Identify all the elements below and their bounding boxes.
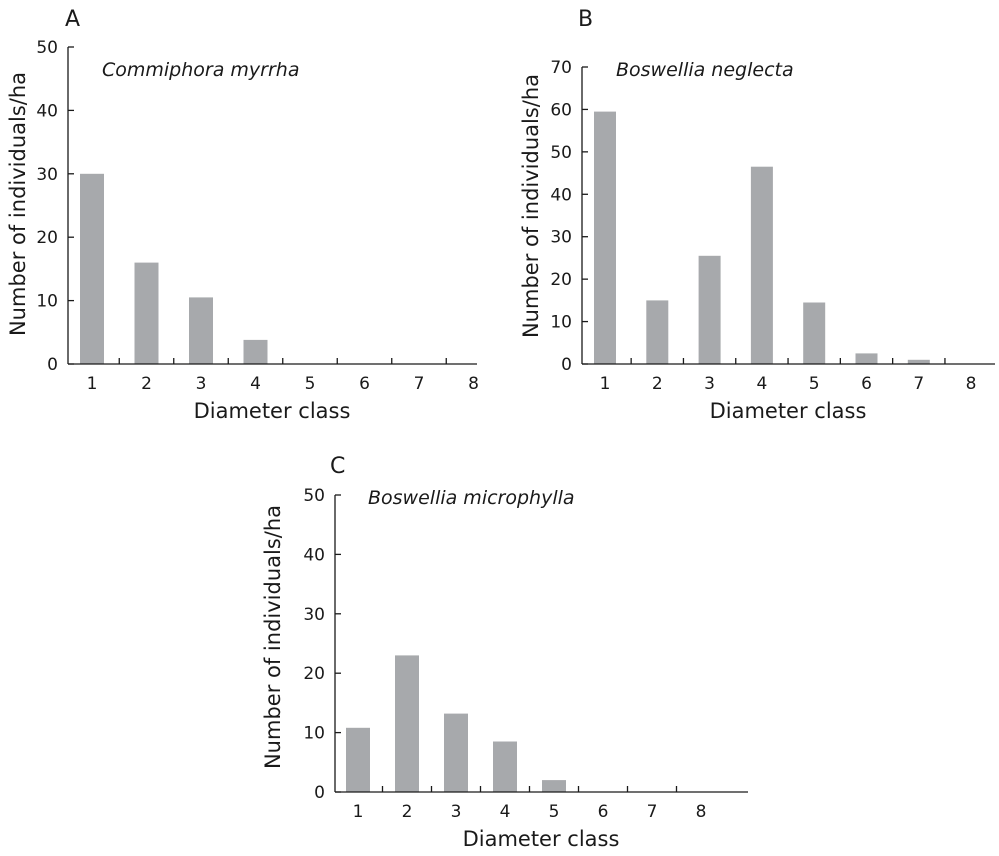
panel-b: B Boswellia neglecta Number of individua… [519,7,995,423]
panel-a-bar-3 [189,297,213,364]
panel-c-x-tick-label-1: 1 [353,802,364,822]
panel-c-bar-5 [542,780,566,792]
panel-a-letter: A [65,7,80,32]
panel-c-bar-2 [395,655,419,792]
panel-a-bar-1 [80,173,104,364]
panel-b-x-tick-label-5: 5 [809,374,820,394]
panel-a-bar-2 [134,262,159,364]
panel-b-letter: B [578,7,593,32]
panel-c-bar-3 [444,713,468,792]
panel-a-y-tick-label-10: 10 [36,292,58,312]
panel-b-y-tick-label-0: 0 [561,355,572,375]
panel-b-y-tick-label-70: 70 [550,58,572,78]
panel-b-bar-4 [750,166,773,364]
panel-b-y-axis-title: Number of individuals/ha [519,74,543,338]
panel-a-species-title: Commiphora myrrha [102,59,299,81]
panel-c-bar-1 [346,727,370,792]
panel-c-x-tick-label-8: 8 [696,802,707,822]
panel-c-x-tick-label-7: 7 [647,802,658,822]
panel-a-y-tick-label-50: 50 [36,38,58,58]
panel-b-x-tick-label-8: 8 [966,374,977,394]
panel-a-x-axis-title: Diameter class [194,399,351,423]
panel-b-bar-3 [698,255,721,364]
panel-a-y-tick-label-0: 0 [47,355,58,375]
panel-c-x-tick-label-6: 6 [598,802,609,822]
panel-c-y-tick-label-50: 50 [303,486,325,506]
panel-a-x-tick-label-8: 8 [468,374,479,394]
panel-c-y-tick-label-40: 40 [303,545,325,565]
panel-c-x-tick-label-3: 3 [451,802,462,822]
panel-a-y-tick-label-30: 30 [36,165,58,185]
panel-c: C Boswellia microphylla Number of indivi… [261,454,748,851]
panel-c-y-tick-label-30: 30 [303,605,325,625]
panel-a-y-tick-label-20: 20 [36,228,58,248]
panel-a-y-tick-label-40: 40 [36,101,58,121]
panel-c-x-tick-label-5: 5 [549,802,560,822]
panel-c-x-tick-label-4: 4 [500,802,511,822]
panel-a-x-tick-label-3: 3 [196,374,207,394]
panel-b-bar-6 [855,353,878,364]
panel-b-x-tick-label-4: 4 [756,374,767,394]
panel-b-species-title: Boswellia neglecta [616,59,794,81]
panel-b-bar-1 [594,111,616,364]
panel-b-bar-5 [803,302,826,364]
panel-a-x-tick-label-7: 7 [414,374,425,394]
panel-a-x-tick-label-2: 2 [141,374,152,394]
panel-b-x-tick-label-3: 3 [704,374,715,394]
panel-a-x-tick-label-1: 1 [87,374,98,394]
panel-c-y-tick-label-0: 0 [314,783,325,803]
panel-c-species-title: Boswellia microphylla [368,487,575,509]
panel-a-x-tick-label-4: 4 [250,374,261,394]
panel-b-y-tick-label-30: 30 [550,228,572,248]
panel-b-y-tick-label-20: 20 [550,270,572,290]
panel-c-y-tick-label-20: 20 [303,664,325,684]
panel-a-x-tick-label-6: 6 [359,374,370,394]
panel-b-bar-2 [646,300,669,364]
panel-c-bar-4 [493,741,517,792]
panel-a: A Commiphora myrrha Number of individual… [6,7,479,423]
panel-b-x-tick-label-2: 2 [652,374,663,394]
panel-b-x-tick-label-6: 6 [861,374,872,394]
panel-c-y-tick-label-10: 10 [303,724,325,744]
panel-b-y-tick-label-60: 60 [550,100,572,120]
panel-b-y-tick-label-10: 10 [550,313,572,333]
panel-c-x-axis-title: Diameter class [463,827,620,851]
panel-b-x-tick-label-1: 1 [600,374,611,394]
panel-c-y-axis-title: Number of individuals/ha [261,505,285,769]
panel-b-y-tick-label-50: 50 [550,143,572,163]
panel-a-y-axis-title: Number of individuals/ha [6,72,30,336]
panel-c-letter: C [330,454,345,479]
panel-b-bar-7 [907,359,930,364]
panel-b-x-axis-title: Diameter class [710,399,867,423]
panel-b-x-tick-label-7: 7 [913,374,924,394]
panel-a-x-tick-label-5: 5 [305,374,316,394]
panel-a-bar-4 [243,339,268,364]
panel-b-y-tick-label-40: 40 [550,185,572,205]
panel-c-x-tick-label-2: 2 [402,802,413,822]
